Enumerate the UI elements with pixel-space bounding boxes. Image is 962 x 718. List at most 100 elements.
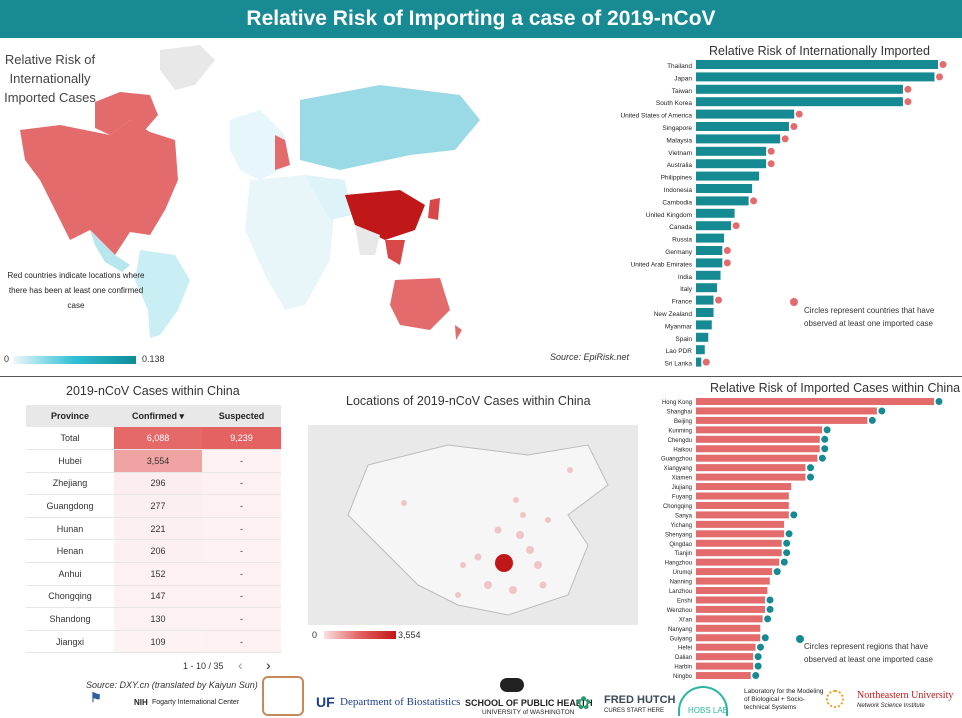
world-map-legend-min: 0 <box>4 354 10 364</box>
suspected-cell: - <box>202 472 281 496</box>
bar-label: Thailand <box>667 63 692 70</box>
bar[interactable] <box>696 511 789 519</box>
column-header-suspected[interactable]: Suspected <box>202 405 281 427</box>
imported-case-dot <box>904 85 912 93</box>
bar[interactable] <box>696 221 732 231</box>
imported-case-dot <box>780 558 788 566</box>
imported-case-dot <box>781 135 789 143</box>
province-cell: Shandong <box>26 607 114 631</box>
table-row[interactable]: Hunan 221- <box>26 517 281 541</box>
imported-case-dot <box>752 672 760 680</box>
bar[interactable] <box>696 208 735 218</box>
bar[interactable] <box>696 97 903 107</box>
bar[interactable] <box>696 60 938 69</box>
bar[interactable] <box>696 464 806 472</box>
column-header-province[interactable]: Province <box>26 405 114 427</box>
table-row[interactable]: Hubei 3,554- <box>26 449 281 473</box>
bar[interactable] <box>696 492 789 500</box>
bar[interactable] <box>696 196 749 206</box>
bar[interactable] <box>696 577 770 585</box>
bar[interactable] <box>696 587 768 594</box>
intl-legend-circle <box>790 298 798 306</box>
bar[interactable] <box>696 295 714 305</box>
bar[interactable] <box>696 171 760 181</box>
table-row[interactable]: Henan 206- <box>26 539 281 564</box>
table-row[interactable]: Guangdong 277- <box>26 494 281 518</box>
bar[interactable] <box>696 258 723 268</box>
table-row[interactable]: Shandong 130- <box>26 607 281 631</box>
bar[interactable] <box>696 549 782 557</box>
bar[interactable] <box>696 345 705 355</box>
bar[interactable] <box>696 473 806 481</box>
bar[interactable] <box>696 246 723 255</box>
bar[interactable] <box>696 308 714 317</box>
confirmed-cell: 3,554 <box>114 449 202 473</box>
bar[interactable] <box>696 122 789 131</box>
bar[interactable] <box>696 72 935 82</box>
bar[interactable] <box>696 233 725 243</box>
bar[interactable] <box>696 435 820 443</box>
bar[interactable] <box>696 483 792 491</box>
bar[interactable] <box>696 407 877 415</box>
bar[interactable] <box>696 357 702 367</box>
map-region-new-zealand <box>455 325 462 340</box>
prev-page-icon[interactable]: ‹ <box>238 657 243 673</box>
next-page-icon[interactable]: › <box>266 657 271 673</box>
column-header-confirmed[interactable]: Confirmed ▾ <box>114 405 202 427</box>
bar[interactable] <box>696 501 789 509</box>
china-map-legend-gradient <box>324 631 396 639</box>
imported-case-dot <box>818 454 826 462</box>
bar[interactable] <box>696 596 766 604</box>
suspected-cell: - <box>202 449 281 473</box>
bar[interactable] <box>696 416 868 424</box>
bar[interactable] <box>696 332 709 342</box>
bar[interactable] <box>696 84 903 94</box>
bar[interactable] <box>696 662 754 670</box>
table-row[interactable]: Anhui 152- <box>26 562 281 586</box>
bar[interactable] <box>696 520 785 528</box>
bar[interactable] <box>696 634 761 642</box>
imported-case-dot <box>806 473 814 481</box>
bar[interactable] <box>696 530 785 538</box>
bar[interactable] <box>696 558 780 566</box>
bar[interactable] <box>696 605 766 613</box>
bar[interactable] <box>696 426 823 434</box>
marker-hubei <box>495 554 513 572</box>
bar[interactable] <box>696 398 934 405</box>
province-cell: Total <box>26 427 114 451</box>
confirmed-cell: 277 <box>114 494 202 518</box>
bar-label: Dalian <box>675 655 692 661</box>
bar[interactable] <box>696 146 767 156</box>
table-row[interactable]: Total 6,088 9,239 <box>26 427 281 451</box>
bar[interactable] <box>696 672 751 680</box>
bar[interactable] <box>696 568 773 576</box>
china-legend-circle <box>796 635 804 643</box>
bar[interactable] <box>696 134 781 144</box>
bar[interactable] <box>696 270 721 280</box>
bar[interactable] <box>696 624 761 632</box>
bar-label: Myanmar <box>665 323 693 330</box>
bar-label: Indonesia <box>664 187 693 194</box>
bar-label: India <box>678 274 692 281</box>
table-row[interactable]: Chongqing 147- <box>26 585 281 609</box>
bar[interactable] <box>696 643 756 651</box>
imported-case-dot <box>754 653 762 661</box>
bar[interactable] <box>696 283 718 293</box>
bar[interactable] <box>696 539 782 547</box>
bar-label: Cambodia <box>662 199 692 206</box>
bar[interactable] <box>696 159 767 169</box>
bar[interactable] <box>696 320 712 330</box>
suspected-cell: - <box>202 562 281 586</box>
bar[interactable] <box>696 184 753 193</box>
bar-label: Urumqi <box>673 570 692 576</box>
world-map[interactable] <box>0 40 490 340</box>
bar[interactable] <box>696 615 763 623</box>
china-map[interactable] <box>308 425 638 625</box>
uw-sub-label: UNIVERSITY of WASHINGTON <box>482 709 575 716</box>
table-row[interactable]: Zhejiang 296- <box>26 472 281 496</box>
bar[interactable] <box>696 454 818 462</box>
table-row[interactable]: Jiangxi 109- <box>26 630 281 654</box>
bar[interactable] <box>696 653 754 661</box>
bar[interactable] <box>696 445 820 453</box>
bar[interactable] <box>696 109 795 119</box>
